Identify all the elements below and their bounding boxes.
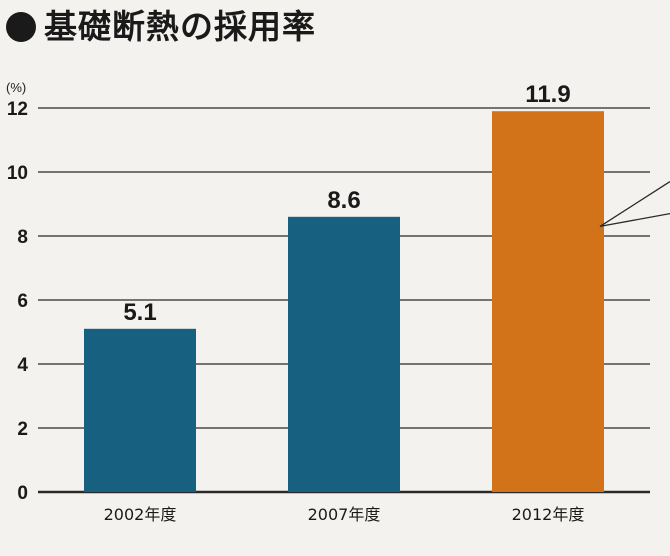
y-tick-label: 2: [17, 419, 28, 440]
y-axis-unit-label: (%): [6, 80, 27, 95]
bar-value-label: 8.6: [327, 187, 360, 214]
chart-title-text: 基礎断熱の採用率: [44, 7, 316, 46]
bar: [492, 111, 604, 492]
x-category-label: 2007年度: [308, 505, 381, 524]
y-tick-label: 8: [17, 227, 28, 248]
callout-pointer: [599, 181, 670, 228]
bullet-icon: [6, 11, 36, 42]
y-tick-label: 10: [7, 163, 28, 184]
y-tick-label: 6: [17, 291, 28, 312]
bar: [288, 216, 400, 493]
x-category-label: 2002年度: [104, 505, 177, 524]
bar: [84, 328, 196, 492]
bar-value-label: 5.1: [123, 299, 156, 326]
y-tick-label: 0: [17, 483, 28, 504]
y-tick-label: 12: [7, 99, 28, 120]
y-tick-label: 4: [17, 355, 28, 376]
chart-title: 基礎断熱の採用率: [6, 10, 316, 43]
x-category-label: 2012年度: [512, 505, 585, 524]
bar-value-label: 11.9: [525, 81, 570, 108]
